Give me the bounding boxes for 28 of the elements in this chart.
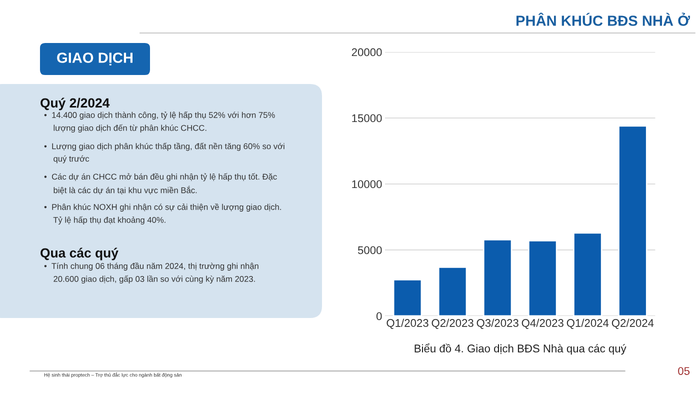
y-tick-label: 15000 [352,114,382,122]
x-tick-label: Q4/2023 [522,318,564,329]
text: Quý 2/2024 [40,98,110,110]
bar [438,266,468,316]
x-tick-label: Q2/2023 [432,318,474,329]
text: • Phân khúc NOXH ghi nhận có sự cải thiện về lượng giao dịch. Tỷ lệ hấp thụ đạt khoảng 40%. [44,203,281,225]
x-tick-label: Q3/2023 [476,318,518,329]
y-tick-label: 20000 [352,48,382,56]
text: Biểu đồ 4. Giao dịch BĐS Nhà qua các quý [414,343,626,355]
text: 05 [678,367,690,375]
bar [572,232,602,316]
y-tick-label: 10000 [352,180,382,188]
text: • Tính chung 06 tháng đầu năm 2024, thị trường ghi nhận 20.600 giao dịch, gấp 03 lần so với cùng kỳ năm 2023. [44,262,258,284]
bar [528,240,558,316]
x-tick-label: Q2/2024 [612,318,654,329]
text: • Lượng giao dịch phân khúc thấp tầng, đất nền tăng 60% so với quý trước [44,142,284,164]
text: • Các dự án CHCC mở bán đều ghi nhận tỷ lệ hấp thụ tốt. Đặc biệt là các dự án tại khu vực miền Bắc. [44,173,277,194]
text: GIAO DỊCH [57,52,133,66]
text: • 14.400 giao dịch thành công, tỷ lệ hấp thụ 52% với hơn 75% lượng giao dịch đến từ phân khúc CHCC. [44,111,275,133]
bar [618,125,648,316]
bar [392,278,422,316]
x-tick-label: Q1/2023 [386,318,428,329]
y-tick-label: 0 [376,312,382,320]
bar [482,239,512,316]
y-tick-label: 5000 [358,246,382,254]
x-tick-label: Q1/2024 [566,318,609,329]
text: PHÂN KHÚC BĐS NHÀ Ở [516,12,690,26]
text: Qua các quý [40,248,118,260]
